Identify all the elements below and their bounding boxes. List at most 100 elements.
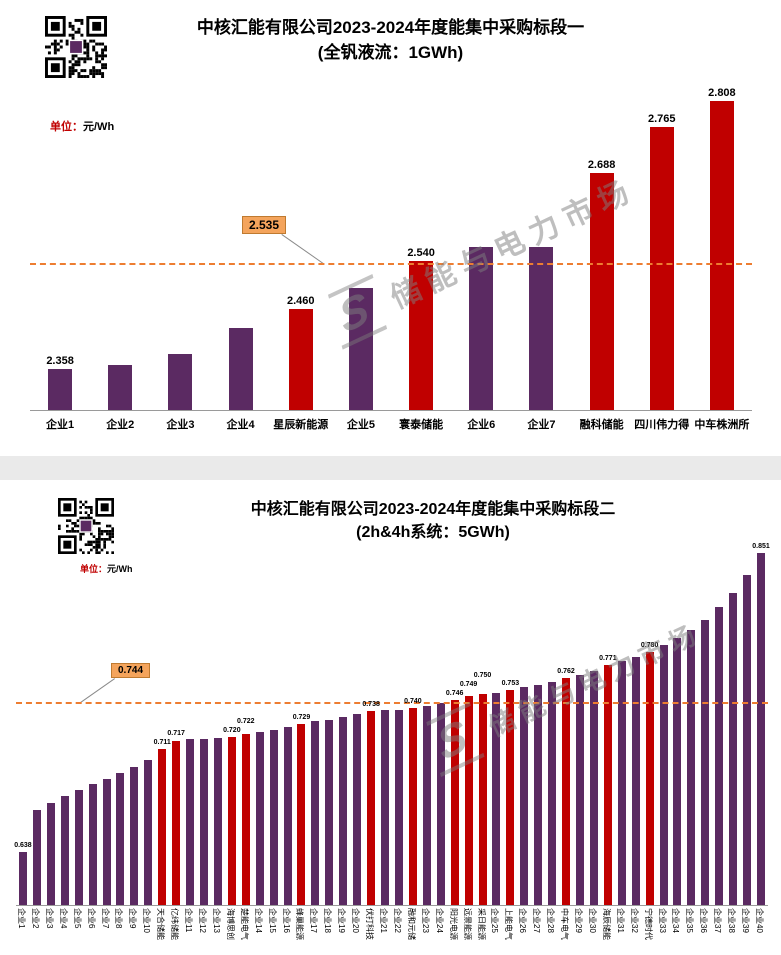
x-axis-label: 企业18	[323, 908, 333, 933]
bar-value-label: 2.358	[46, 355, 74, 368]
bar	[534, 684, 543, 905]
bar-value-label: 2.808	[708, 87, 736, 100]
bar	[422, 705, 431, 905]
x-axis-label: 企业2	[30, 908, 40, 929]
bar	[673, 638, 682, 905]
x-axis-label: 宁德时代	[643, 908, 653, 940]
bar-value-label: 0.771	[599, 654, 617, 662]
bar	[464, 695, 473, 905]
bar	[32, 809, 41, 905]
bar	[213, 737, 222, 905]
bar	[172, 740, 181, 905]
chart-subtitle: (全钒液流：1GWh)	[317, 42, 464, 62]
bar	[715, 607, 724, 905]
bar	[562, 677, 571, 905]
x-axis-label: 远景能源	[462, 908, 472, 940]
bar	[116, 773, 125, 905]
x-axis-label: 企业25	[490, 908, 500, 933]
bar-value-label: 0.750	[473, 672, 492, 680]
unit-value: 元/Wh	[83, 121, 115, 133]
x-axis-label: 企业1	[46, 419, 75, 431]
bar	[529, 247, 554, 410]
x-axis	[16, 905, 768, 906]
bar-value-label: 0.749	[459, 681, 478, 689]
connector-line	[80, 678, 115, 703]
bar	[283, 726, 292, 905]
bar-value-label: 0.720	[223, 726, 241, 734]
bar	[394, 709, 403, 905]
bar-value-label: 0.717	[167, 730, 185, 738]
x-axis-label: 企业14	[253, 908, 263, 933]
x-axis-label: 采日能源	[476, 908, 486, 940]
x-axis-label: 企业39	[741, 908, 751, 933]
x-axis-label: 企业5	[72, 908, 82, 929]
reference-label: 2.535	[242, 215, 287, 234]
bar	[144, 760, 153, 905]
x-axis-label: 海辰储能	[601, 908, 611, 940]
x-axis-label: 企业1	[16, 908, 26, 929]
bar	[88, 784, 97, 905]
x-axis-label: 企业36	[699, 908, 709, 933]
bar	[687, 629, 696, 905]
x-axis-label: 企业4	[226, 419, 255, 431]
x-axis-label: 企业11	[184, 908, 194, 933]
x-axis-label: 亿纬储能	[170, 908, 180, 940]
x-axis-label: 企业27	[532, 908, 542, 933]
bar	[311, 721, 320, 905]
chart-title-block: 中核汇能有限公司2023-2024年度能集中采购标段一 (全钒液流：1GWh)	[0, 16, 781, 65]
x-axis-label: 企业29	[574, 908, 583, 933]
reference-label: 0.744	[111, 662, 151, 678]
x-axis-label: 企业34	[671, 908, 681, 933]
x-axis-label: 企业38	[727, 908, 737, 933]
bar	[743, 575, 752, 905]
bar	[450, 700, 459, 905]
qr-code	[58, 498, 114, 554]
bar	[729, 593, 738, 905]
reference-line	[30, 262, 752, 265]
x-axis-label: 企业8	[114, 908, 124, 929]
bar	[709, 101, 734, 410]
chart-panel-tranche-2: 中核汇能有限公司2023-2024年度能集中采购标段二 (2h&4h系统：5GW…	[0, 480, 781, 955]
x-axis-label: 企业3	[166, 419, 195, 431]
x-axis-label: 融和元储	[406, 908, 416, 940]
chart-subtitle: (2h&4h系统：5GWh)	[356, 524, 510, 542]
bar	[48, 369, 73, 410]
x-axis-label: 企业28	[546, 908, 556, 933]
bar	[408, 708, 417, 905]
x-axis-label: 企业23	[420, 908, 430, 933]
reference-line	[16, 701, 768, 704]
x-axis-label: 蜂巢能源	[295, 908, 305, 940]
bar	[520, 687, 529, 905]
panel-divider	[0, 456, 781, 480]
chart-title-block: 中核汇能有限公司2023-2024年度能集中采购标段二 (2h&4h系统：5GW…	[0, 498, 781, 544]
bar	[348, 287, 373, 410]
unit-label: 单位：元/Wh	[80, 562, 133, 575]
x-axis-label: 四川伟力得	[634, 419, 690, 431]
bar	[18, 851, 27, 905]
bar-value-label: 0.729	[292, 713, 311, 721]
bar	[589, 670, 598, 905]
bar	[506, 690, 515, 905]
chart-title: 中核汇能有限公司2023-2024年度能集中采购标段一	[196, 18, 585, 37]
bar	[186, 739, 195, 905]
x-axis-label: 企业26	[518, 908, 528, 933]
x-axis-label: 企业3	[44, 908, 54, 929]
x-axis-label: 企业12	[198, 908, 207, 933]
x-axis-label: 企业37	[713, 908, 723, 933]
plot-area-tranche-2: 0.638 企业1 企业2 企业3 企业4 企业5 企业6 企业7 企业8 企业9 企业10 0.71…	[14, 540, 770, 940]
bar	[168, 353, 193, 410]
qr-code	[45, 16, 107, 78]
bar	[325, 719, 334, 905]
bar	[478, 694, 487, 905]
x-axis-label: 融科储能	[579, 419, 624, 431]
x-axis-label: 企业32	[629, 908, 639, 933]
bar-value-label: 0.638	[14, 841, 32, 849]
x-axis-label: 企业10	[142, 908, 152, 933]
x-axis-label: 天合储能	[156, 908, 166, 940]
x-axis-label: 企业33	[657, 908, 667, 933]
x-axis-label: 企业15	[267, 908, 277, 933]
x-axis-label: 企业7	[100, 908, 110, 929]
unit-prefix: 单位：	[50, 121, 83, 133]
x-axis-label: 中车株洲所	[694, 419, 750, 431]
x-axis-label: 企业9	[128, 908, 138, 929]
